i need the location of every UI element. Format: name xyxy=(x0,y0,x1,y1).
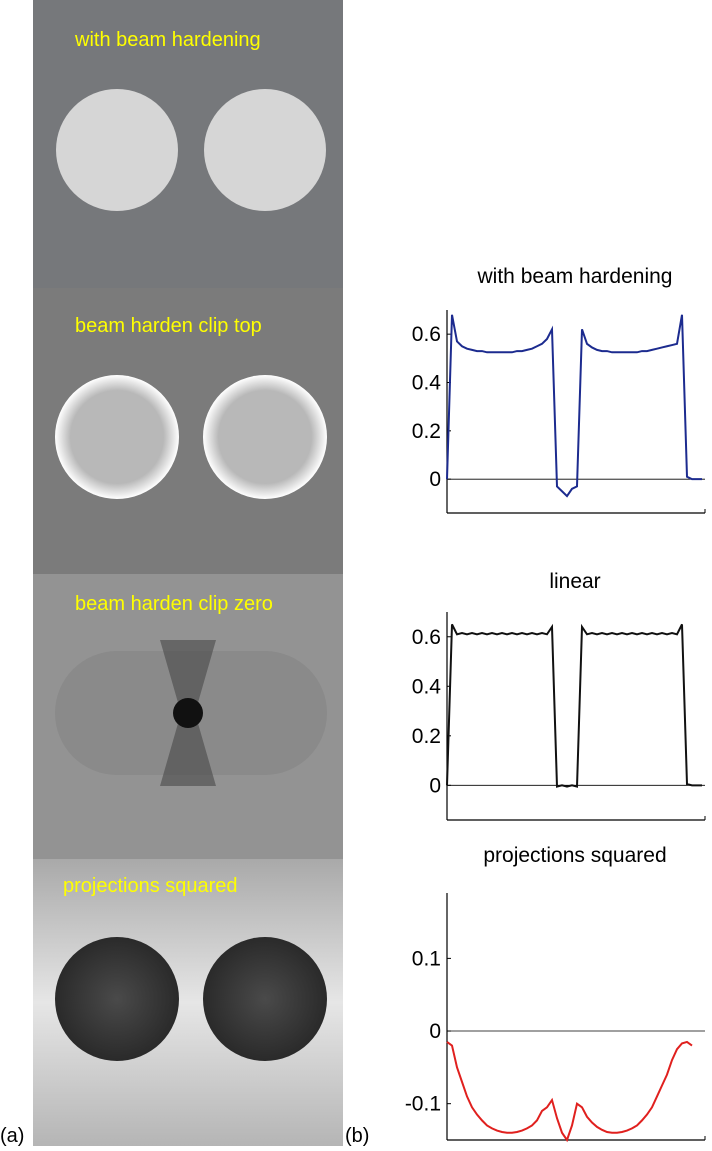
figure-label: (a) xyxy=(0,1125,24,1146)
panel-label: beam harden clip zero xyxy=(75,593,273,615)
chart-title: linear xyxy=(549,570,600,593)
panel-label: projections squared xyxy=(63,875,238,897)
y-tick-label: 0.6 xyxy=(412,626,441,649)
y-tick-label: 0.2 xyxy=(412,725,441,748)
y-tick-label: 0 xyxy=(429,774,441,797)
panel-label: beam harden clip top xyxy=(75,315,262,337)
image-panel: beam harden clip zero xyxy=(33,574,343,859)
y-tick-label: -0.1 xyxy=(405,1093,441,1116)
chart-title: projections squared xyxy=(483,844,666,867)
y-tick-label: 0.4 xyxy=(412,372,442,395)
image-panel: beam harden clip top xyxy=(33,288,343,574)
image-panel: with beam hardening xyxy=(33,0,343,288)
y-tick-label: 0 xyxy=(429,1020,441,1043)
y-tick-label: 0.1 xyxy=(412,947,441,970)
image-panel: projections squared xyxy=(33,859,343,1146)
chart-title: with beam hardening xyxy=(477,265,673,288)
y-tick-label: 0 xyxy=(429,468,441,491)
data-line xyxy=(447,624,702,786)
figure: with beam hardening beam harden clip top… xyxy=(0,0,712,1146)
y-tick-label: 0.4 xyxy=(412,675,442,698)
data-line xyxy=(447,1042,692,1140)
figure-label: (b) xyxy=(345,1125,369,1146)
panel-label: with beam hardening xyxy=(74,29,261,51)
y-tick-label: 0.6 xyxy=(412,323,441,346)
y-tick-label: 0.2 xyxy=(412,420,441,443)
data-line xyxy=(447,315,702,496)
